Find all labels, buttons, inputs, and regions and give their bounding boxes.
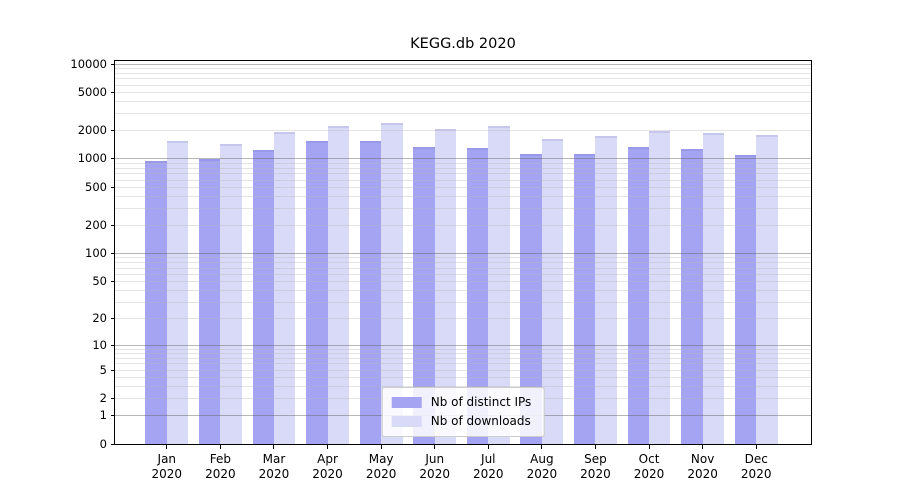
bar (488, 125, 510, 444)
x-tick-mark (702, 445, 704, 449)
y-tick-label: 2000 (77, 122, 107, 137)
y-tick-label: 5 (99, 362, 107, 377)
bar (466, 147, 489, 444)
x-tick-label: Dec 2020 (740, 452, 772, 481)
bar (252, 150, 274, 444)
bar (381, 123, 403, 444)
x-tick-mark (219, 445, 221, 449)
legend-label: Nb of distinct IPs (430, 395, 532, 409)
bar (327, 125, 349, 444)
bar (573, 153, 596, 444)
month-group (140, 61, 194, 444)
y-tick-label: 10 (92, 337, 107, 352)
bar (734, 155, 757, 444)
x-tick-label: Mar 2020 (258, 452, 290, 481)
x-tick-mark (487, 445, 489, 449)
legend-swatch (391, 416, 422, 427)
x-tick-mark (380, 445, 382, 449)
x-tick-mark (755, 445, 757, 449)
x-tick-label: Jul 2020 (473, 452, 504, 481)
month-group (676, 61, 730, 444)
month-group (247, 61, 301, 444)
y-tick-label: 50 (92, 274, 107, 289)
legend-item: Nb of distinct IPs (391, 395, 532, 410)
y-tick-label: 100 (85, 246, 107, 261)
bar (648, 131, 671, 444)
month-group (194, 61, 248, 444)
bar (702, 132, 724, 444)
x-tick-mark (273, 445, 275, 449)
x-tick-mark (541, 445, 543, 449)
legend: Nb of distinct IPs Nb of downloads (381, 387, 545, 437)
bar (166, 140, 189, 444)
x-tick-mark (594, 445, 596, 449)
x-tick-label: Feb 2020 (205, 452, 236, 481)
x-tick-label: Nov 2020 (687, 452, 718, 481)
month-group (301, 61, 355, 444)
bar (681, 149, 703, 444)
bar (220, 143, 242, 444)
y-tick-label: 1 (99, 407, 107, 422)
x-tick-mark (166, 445, 168, 449)
x-tick-label: Sep 2020 (580, 452, 611, 481)
x-tick-label: Jun 2020 (419, 452, 450, 481)
month-group (461, 61, 515, 444)
bar (359, 141, 382, 444)
bar (198, 158, 221, 444)
month-group (408, 61, 462, 444)
legend-item: Nb of downloads (391, 414, 532, 429)
month-group (729, 61, 783, 444)
bar (413, 146, 435, 444)
x-tick-mark (327, 445, 329, 449)
month-group (569, 61, 623, 444)
y-tick-label: 0 (99, 436, 107, 451)
bar (273, 131, 296, 444)
y-tick-label: 500 (85, 180, 107, 195)
x-tick-label: Oct 2020 (633, 452, 665, 481)
x-tick-label: Apr 2020 (312, 452, 343, 481)
month-group (515, 61, 569, 444)
x-tick-mark (434, 445, 436, 449)
x-tick-label: May 2020 (365, 452, 397, 481)
legend-label: Nb of downloads (430, 414, 531, 428)
legend-swatch (391, 397, 422, 408)
bar (520, 153, 542, 444)
bar (541, 138, 564, 444)
y-tick-label: 200 (85, 217, 107, 232)
y-tick-label: 10000 (70, 56, 107, 71)
x-tick-label: Aug 2020 (526, 452, 558, 481)
plot-area: Nb of distinct IPs Nb of downloads (114, 60, 812, 445)
y-tick-label: 20 (92, 310, 107, 325)
month-group (354, 61, 408, 444)
y-tick-label: 2 (99, 391, 107, 406)
bar (434, 128, 457, 444)
bar (145, 160, 167, 444)
chart-title: KEGG.db 2020 (410, 36, 516, 52)
bars-layer (115, 61, 811, 444)
x-tick-label: Jan 2020 (151, 452, 183, 481)
bar (595, 136, 617, 444)
bar (756, 135, 778, 444)
y-tick-label: 5000 (77, 85, 107, 100)
y-tick-label: 1000 (77, 151, 107, 166)
month-group (622, 61, 676, 444)
bar (627, 146, 649, 444)
bar (306, 140, 328, 444)
x-tick-mark (648, 445, 650, 449)
